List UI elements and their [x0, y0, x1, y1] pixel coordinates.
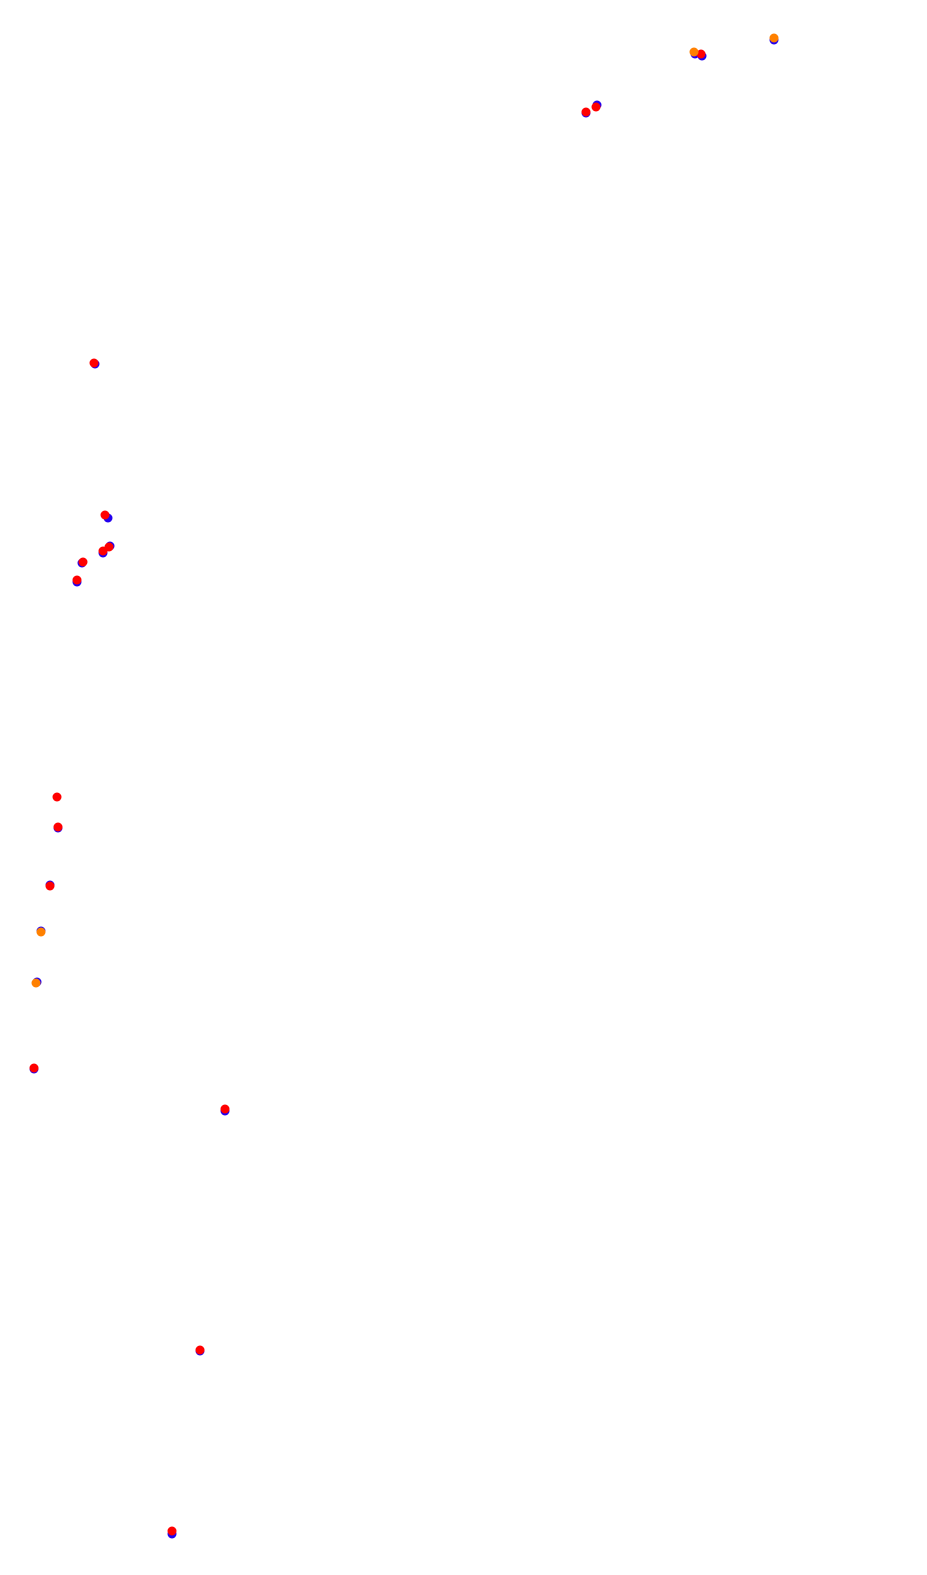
point	[696, 49, 706, 59]
point	[220, 1104, 230, 1114]
point	[52, 792, 62, 802]
point	[195, 1345, 205, 1355]
point	[36, 927, 46, 937]
point	[72, 575, 82, 585]
point	[89, 358, 99, 368]
point	[581, 107, 591, 117]
point	[591, 102, 601, 112]
point	[100, 510, 110, 520]
point	[31, 978, 41, 988]
point	[29, 1063, 39, 1073]
point	[45, 881, 55, 891]
point	[769, 33, 779, 43]
point	[104, 542, 114, 552]
point	[53, 822, 63, 832]
point	[78, 557, 88, 567]
point	[689, 47, 699, 57]
point	[167, 1526, 177, 1536]
